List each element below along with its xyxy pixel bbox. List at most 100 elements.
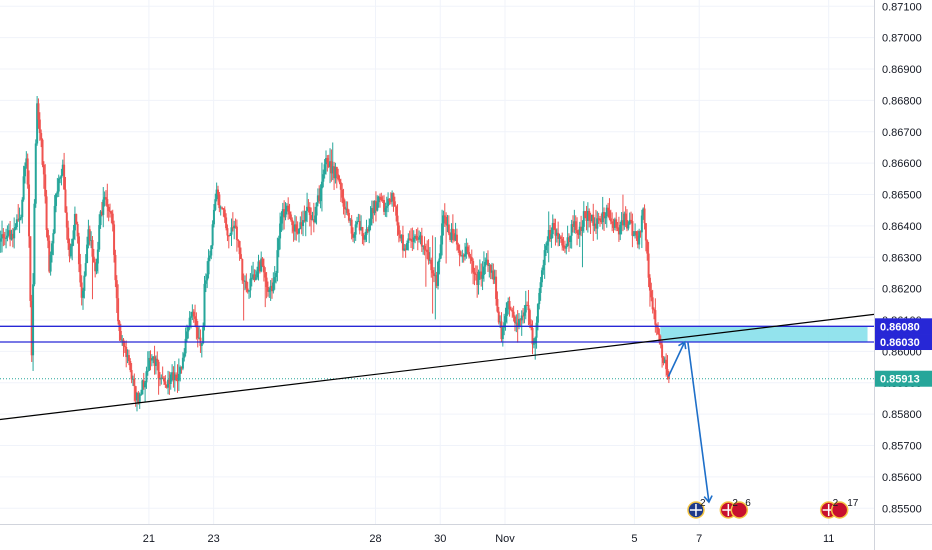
candle [565,243,568,255]
candle-body [295,224,298,232]
event-count: 17 [847,498,859,509]
candle-body [246,288,249,292]
candle-body [142,380,145,388]
candle [114,249,117,288]
candle [140,389,143,396]
candle [430,257,433,278]
candle [411,227,414,251]
candle [253,269,256,283]
candle-body [7,230,10,236]
candle-body [346,208,349,213]
candle [98,214,101,252]
candle [599,215,602,227]
candle-body [107,206,110,212]
candle-body [538,292,541,305]
candle-body [176,380,179,382]
candle-body [608,210,611,219]
candle-body [435,275,438,286]
candle-body [45,196,48,230]
candle-body [615,219,618,228]
candle [609,209,612,225]
candle [567,233,570,252]
candle [526,301,529,306]
candle-body [59,177,62,179]
candle [615,212,618,232]
candle-body [639,231,642,233]
candle-body [667,374,670,379]
candle-body [138,394,141,403]
candle [469,253,472,264]
candle-body [423,245,426,250]
candle-body [283,209,286,218]
candle-body [11,233,14,239]
candle-body [443,215,446,217]
candle [327,154,330,169]
candle-body [113,224,116,255]
candle-body [210,245,213,256]
candle-body [368,225,371,232]
candle-body [469,256,472,258]
candle [287,197,290,220]
candle-body [650,290,653,298]
candle [315,202,318,225]
candle [296,221,299,235]
level-price-label: 0.86030 [880,337,920,349]
candle [366,227,369,234]
candle [246,282,249,294]
candle [157,359,160,395]
candle [15,214,18,231]
candle-body [472,261,475,273]
candle-body [387,198,390,207]
candle-body [3,237,6,239]
candle-body [377,196,380,203]
candle-body [378,196,381,198]
candle [630,211,633,224]
candle [335,166,338,189]
grid [0,0,874,524]
x-tick-label: 28 [369,533,381,545]
candle-body [646,240,649,254]
candle-body [44,174,47,197]
candle-body [334,167,337,179]
candle [513,315,516,332]
candle-body [474,273,477,275]
event-count: 2 [700,498,706,509]
candle [320,162,323,212]
candle [53,195,56,235]
candle-body [528,310,531,325]
candle-body [26,158,29,185]
candle-body [83,275,86,291]
candle [584,210,587,219]
candle-body [330,161,333,174]
candle [46,228,49,249]
candle-body [5,237,8,239]
candle-body [114,254,117,281]
candle-body [616,227,619,229]
candle-body [183,353,186,358]
candle [103,191,106,207]
candle-body [146,370,149,372]
candle [632,231,635,237]
candle-body [163,377,166,382]
candle [67,220,70,250]
candle [333,161,336,190]
candle [590,214,593,223]
candle-body [366,229,369,232]
candle-body [173,374,176,381]
candle-body [272,282,275,292]
candle-body [152,356,155,360]
y-tick-label: 0.86600 [882,158,922,170]
candle [424,243,427,287]
candle [304,210,307,237]
candle-body [99,211,102,226]
candle-body [153,356,156,366]
candle-body [180,367,183,369]
candle [628,212,631,225]
candle [55,193,58,213]
candle [49,251,52,276]
candle-body [204,280,207,284]
candle [580,215,583,237]
candle [83,271,86,299]
candle-body [111,213,114,225]
